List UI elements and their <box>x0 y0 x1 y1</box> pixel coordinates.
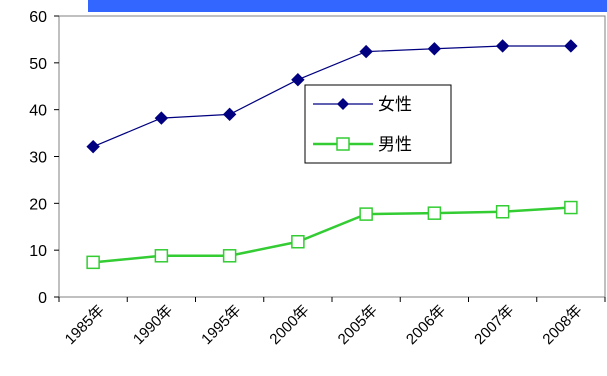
y-tick-label: 0 <box>38 290 47 307</box>
x-tick-label: 1985年 <box>62 302 108 348</box>
legend-box <box>304 84 452 164</box>
y-tick-label: 20 <box>29 196 47 213</box>
x-tick-label: 2000年 <box>266 302 312 348</box>
x-axis: 1985年 1990年 1995年 2000年 2005年 2006年 2007年 2008年 <box>58 297 606 348</box>
series-1 <box>86 39 578 154</box>
series-2 <box>86 200 578 270</box>
x-tick-label: 2005年 <box>335 302 381 348</box>
legend-label: 女性 <box>378 95 412 114</box>
legend-swatch-marker <box>336 137 350 151</box>
x-tick-label: 2008年 <box>539 302 585 348</box>
data-point <box>86 255 100 270</box>
data-point <box>291 72 305 87</box>
x-tick-label: 2006年 <box>403 302 449 348</box>
header-band <box>88 0 607 12</box>
data-point <box>427 42 442 56</box>
data-point <box>154 249 169 263</box>
x-tick-label: 2007年 <box>471 302 517 348</box>
data-point <box>359 207 373 221</box>
y-tick-label: 60 <box>29 9 47 26</box>
series-line <box>92 45 571 148</box>
data-point <box>564 39 578 53</box>
y-tick-label: 40 <box>29 103 47 120</box>
data-point <box>86 139 100 154</box>
data-point <box>427 206 442 220</box>
data-point <box>564 200 578 215</box>
data-point <box>495 205 510 219</box>
legend-label: 男性 <box>378 135 412 154</box>
y-tick-label: 50 <box>29 56 47 73</box>
data-point <box>359 44 373 59</box>
y-tick-label: 10 <box>29 243 47 260</box>
data-point <box>222 249 237 263</box>
series-layer <box>86 39 578 270</box>
x-tick-label: 1995年 <box>198 302 244 348</box>
series-line <box>93 206 571 264</box>
data-point <box>154 111 169 125</box>
data-point <box>291 234 305 249</box>
y-tick-label: 30 <box>29 150 47 167</box>
data-point <box>222 107 237 122</box>
data-point <box>495 39 510 53</box>
x-tick-label: 1990年 <box>130 302 176 348</box>
legend-swatch-marker <box>337 98 349 110</box>
y-axis: 0 10 20 30 40 50 60 <box>29 9 59 307</box>
